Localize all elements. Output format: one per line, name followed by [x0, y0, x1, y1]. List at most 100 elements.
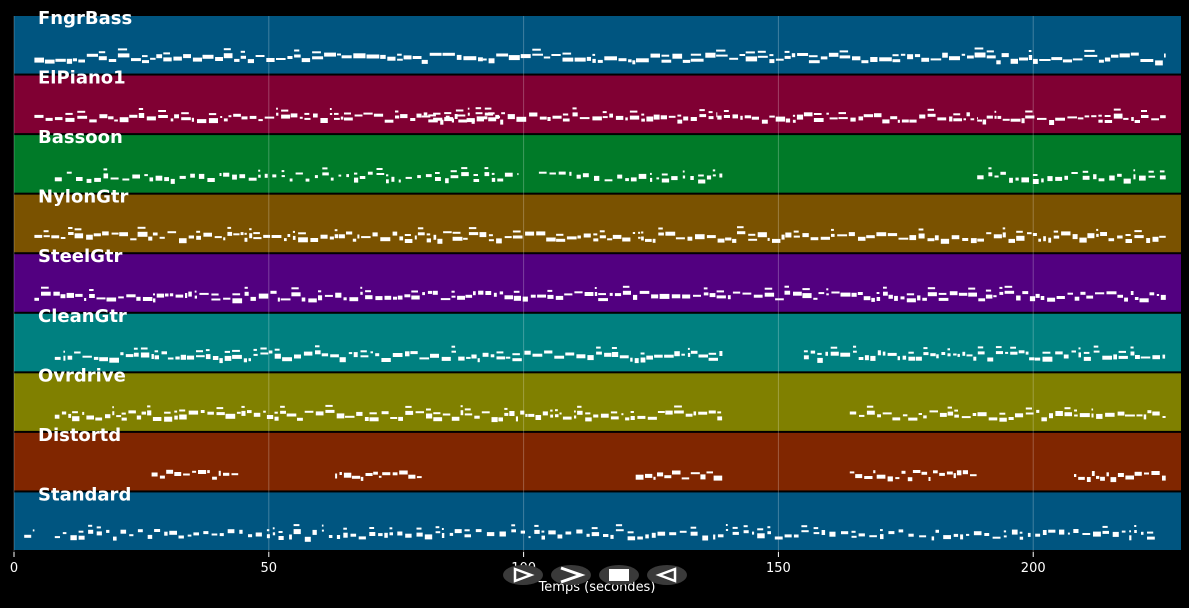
- note: [373, 113, 384, 117]
- note: [600, 413, 609, 418]
- note: [1002, 227, 1006, 230]
- note: [175, 294, 184, 298]
- note: [858, 357, 864, 360]
- play-outline-icon: [513, 567, 535, 583]
- note: [817, 357, 823, 363]
- note: [1117, 235, 1123, 239]
- note: [542, 411, 548, 416]
- note: [890, 116, 898, 120]
- note: [498, 417, 503, 422]
- track-label-distortd: Distortd: [38, 425, 121, 446]
- track-labels: FngrBass ElPiano1 Bassoon NylonGtr SteelGtr C…: [38, 8, 132, 505]
- note: [51, 235, 60, 239]
- note: [617, 174, 623, 179]
- note: [855, 474, 863, 479]
- note: [491, 177, 496, 182]
- note: [1112, 531, 1119, 537]
- note: [960, 534, 964, 540]
- note: [450, 175, 459, 179]
- note: [208, 113, 217, 116]
- note: [336, 535, 341, 539]
- note: [693, 411, 697, 416]
- note: [102, 231, 109, 236]
- note: [857, 292, 863, 295]
- note: [391, 176, 395, 182]
- note: [1134, 530, 1137, 533]
- note: [196, 350, 203, 353]
- note: [354, 172, 358, 175]
- note: [576, 174, 581, 179]
- note: [966, 112, 970, 117]
- note: [466, 118, 475, 123]
- note: [712, 174, 716, 177]
- note: [298, 237, 308, 243]
- note: [677, 114, 682, 117]
- track-label-nylongtr: NylonGtr: [38, 187, 129, 208]
- note: [892, 417, 901, 421]
- forward-button[interactable]: [551, 565, 591, 585]
- play-outline-button[interactable]: [503, 565, 543, 585]
- note: [232, 349, 240, 352]
- note: [464, 408, 471, 411]
- note: [451, 295, 456, 298]
- note: [1002, 232, 1006, 238]
- note: [427, 290, 433, 294]
- note: [1086, 477, 1091, 482]
- note: [967, 55, 974, 59]
- note: [1106, 472, 1109, 477]
- back-button[interactable]: [647, 565, 687, 585]
- note: [647, 416, 657, 420]
- note: [699, 109, 705, 112]
- note: [512, 353, 520, 356]
- note: [953, 533, 959, 537]
- note: [86, 178, 92, 183]
- note: [907, 477, 913, 482]
- note: [698, 179, 706, 184]
- note: [263, 234, 271, 238]
- note: [1064, 412, 1072, 417]
- note: [289, 178, 293, 182]
- note: [381, 411, 389, 415]
- note: [719, 173, 723, 178]
- note: [725, 529, 729, 531]
- note: [170, 118, 174, 122]
- note: [873, 470, 876, 474]
- note: [1118, 355, 1128, 359]
- note: [155, 175, 163, 181]
- stop-icon: [609, 569, 629, 581]
- note: [1134, 471, 1142, 476]
- note: [550, 414, 554, 418]
- note: [953, 473, 956, 479]
- note: [508, 55, 520, 61]
- note: [585, 412, 591, 415]
- note: [211, 298, 221, 301]
- note: [272, 527, 275, 530]
- note: [1104, 57, 1111, 62]
- note: [154, 529, 161, 532]
- note: [532, 48, 541, 51]
- note: [405, 405, 412, 408]
- note: [1133, 169, 1136, 172]
- note: [504, 407, 508, 410]
- note: [136, 296, 141, 301]
- note: [839, 50, 849, 53]
- note: [801, 525, 808, 528]
- stop-button[interactable]: [599, 565, 639, 585]
- note: [1073, 529, 1079, 533]
- note: [376, 173, 385, 175]
- note: [357, 234, 360, 239]
- note: [169, 293, 174, 297]
- note: [369, 417, 379, 422]
- note: [428, 114, 436, 117]
- note: [350, 533, 357, 537]
- note: [931, 536, 935, 541]
- note: [970, 238, 977, 244]
- note: [887, 233, 898, 237]
- note: [1140, 356, 1151, 359]
- track-notes-elpiano1: [34, 107, 1166, 125]
- note: [946, 471, 953, 475]
- note: [260, 347, 267, 350]
- note: [1074, 414, 1078, 417]
- note: [334, 234, 339, 239]
- note: [292, 235, 296, 240]
